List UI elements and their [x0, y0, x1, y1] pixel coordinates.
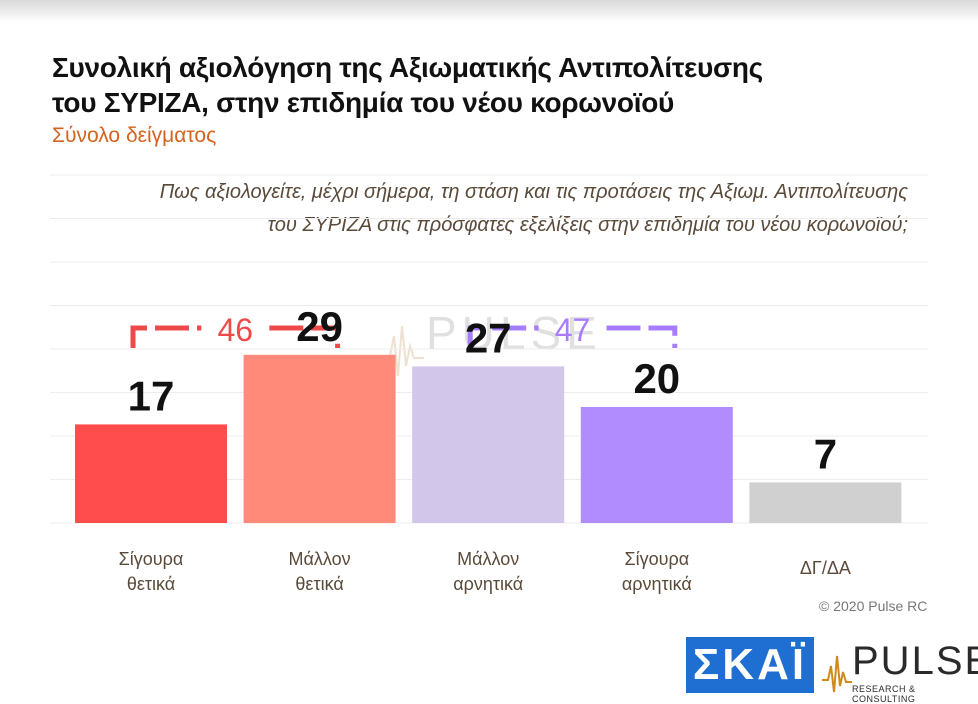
category-label-line: Σίγουρα [624, 549, 689, 569]
group-bracket-left [130, 325, 202, 348]
bar [75, 424, 227, 523]
category-label: ΔΓ/ΔΑ [800, 558, 851, 578]
question-line-2: του ΣΥΡΙΖΑ στις πρόσφατες εξελίξεις στην… [267, 214, 908, 236]
group-bracket-left [467, 325, 539, 348]
survey-question: Πως αξιολογείτε, μέχρι σήμερα, τη στάση … [100, 176, 908, 242]
category-label-line: ΔΓ/ΔΑ [800, 558, 851, 578]
copyright-text: © 2020 Pulse RC [819, 598, 928, 614]
category-label-line: θετικά [295, 574, 343, 594]
category-label-line: Μάλλον [457, 549, 519, 569]
title-line-1: Συνολική αξιολόγηση της Αξιωματικής Αντι… [52, 52, 763, 83]
category-label-line: αρνητικά [453, 574, 523, 594]
pulse-logo-tagline: RESEARCH & CONSULTING [852, 684, 916, 704]
bar-value-label: 27 [465, 314, 512, 361]
bar-value-label: 20 [633, 355, 680, 402]
pulse-logo-word: PULSE [852, 639, 978, 683]
bar-value-label: 17 [128, 372, 175, 419]
category-label-line: Σίγουρα [119, 549, 184, 569]
category-label-line: Μάλλον [289, 549, 351, 569]
value-labels: 17 29 27 20 7 [128, 303, 837, 478]
pulse-logo: PULSE RESEARCH & CONSULTING [822, 640, 978, 704]
category-label-line: θετικά [127, 574, 175, 594]
category-label: Μάλλον αρνητικά [453, 549, 523, 594]
bar [749, 482, 902, 523]
pulse-wave-icon [822, 655, 852, 693]
category-label: Σίγουρα θετικά [119, 549, 184, 594]
chart-subtitle: Σύνολο δείγματος [52, 124, 217, 147]
question-line-1: Πως αξιολογείτε, μέχρι σήμερα, τη στάση … [159, 181, 908, 203]
category-label: Μάλλον θετικά [289, 549, 351, 594]
bar [412, 366, 565, 523]
group-bracket-right [269, 325, 341, 348]
bar-value-label: 7 [814, 430, 837, 477]
bar [580, 407, 733, 523]
bar-value-label: 29 [296, 303, 343, 350]
category-label-line: αρνητικά [622, 574, 692, 594]
bar [243, 354, 396, 523]
category-label: Σίγουρα αρνητικά [622, 549, 692, 594]
chart-title: Συνολική αξιολόγηση της Αξιωματικής Αντι… [52, 50, 912, 120]
group-bracket-right [606, 325, 678, 348]
title-line-2: του ΣΥΡΙΖΑ, στην επιδημία του νέου κορων… [52, 87, 675, 118]
top-shadow [0, 0, 978, 22]
skai-logo: ΣΚΑΪ [686, 637, 814, 693]
group-total-label: 46 [218, 312, 254, 348]
bars [75, 354, 902, 523]
group-total-label: 47 [555, 312, 591, 348]
group-brackets: 46 47 [130, 312, 678, 348]
